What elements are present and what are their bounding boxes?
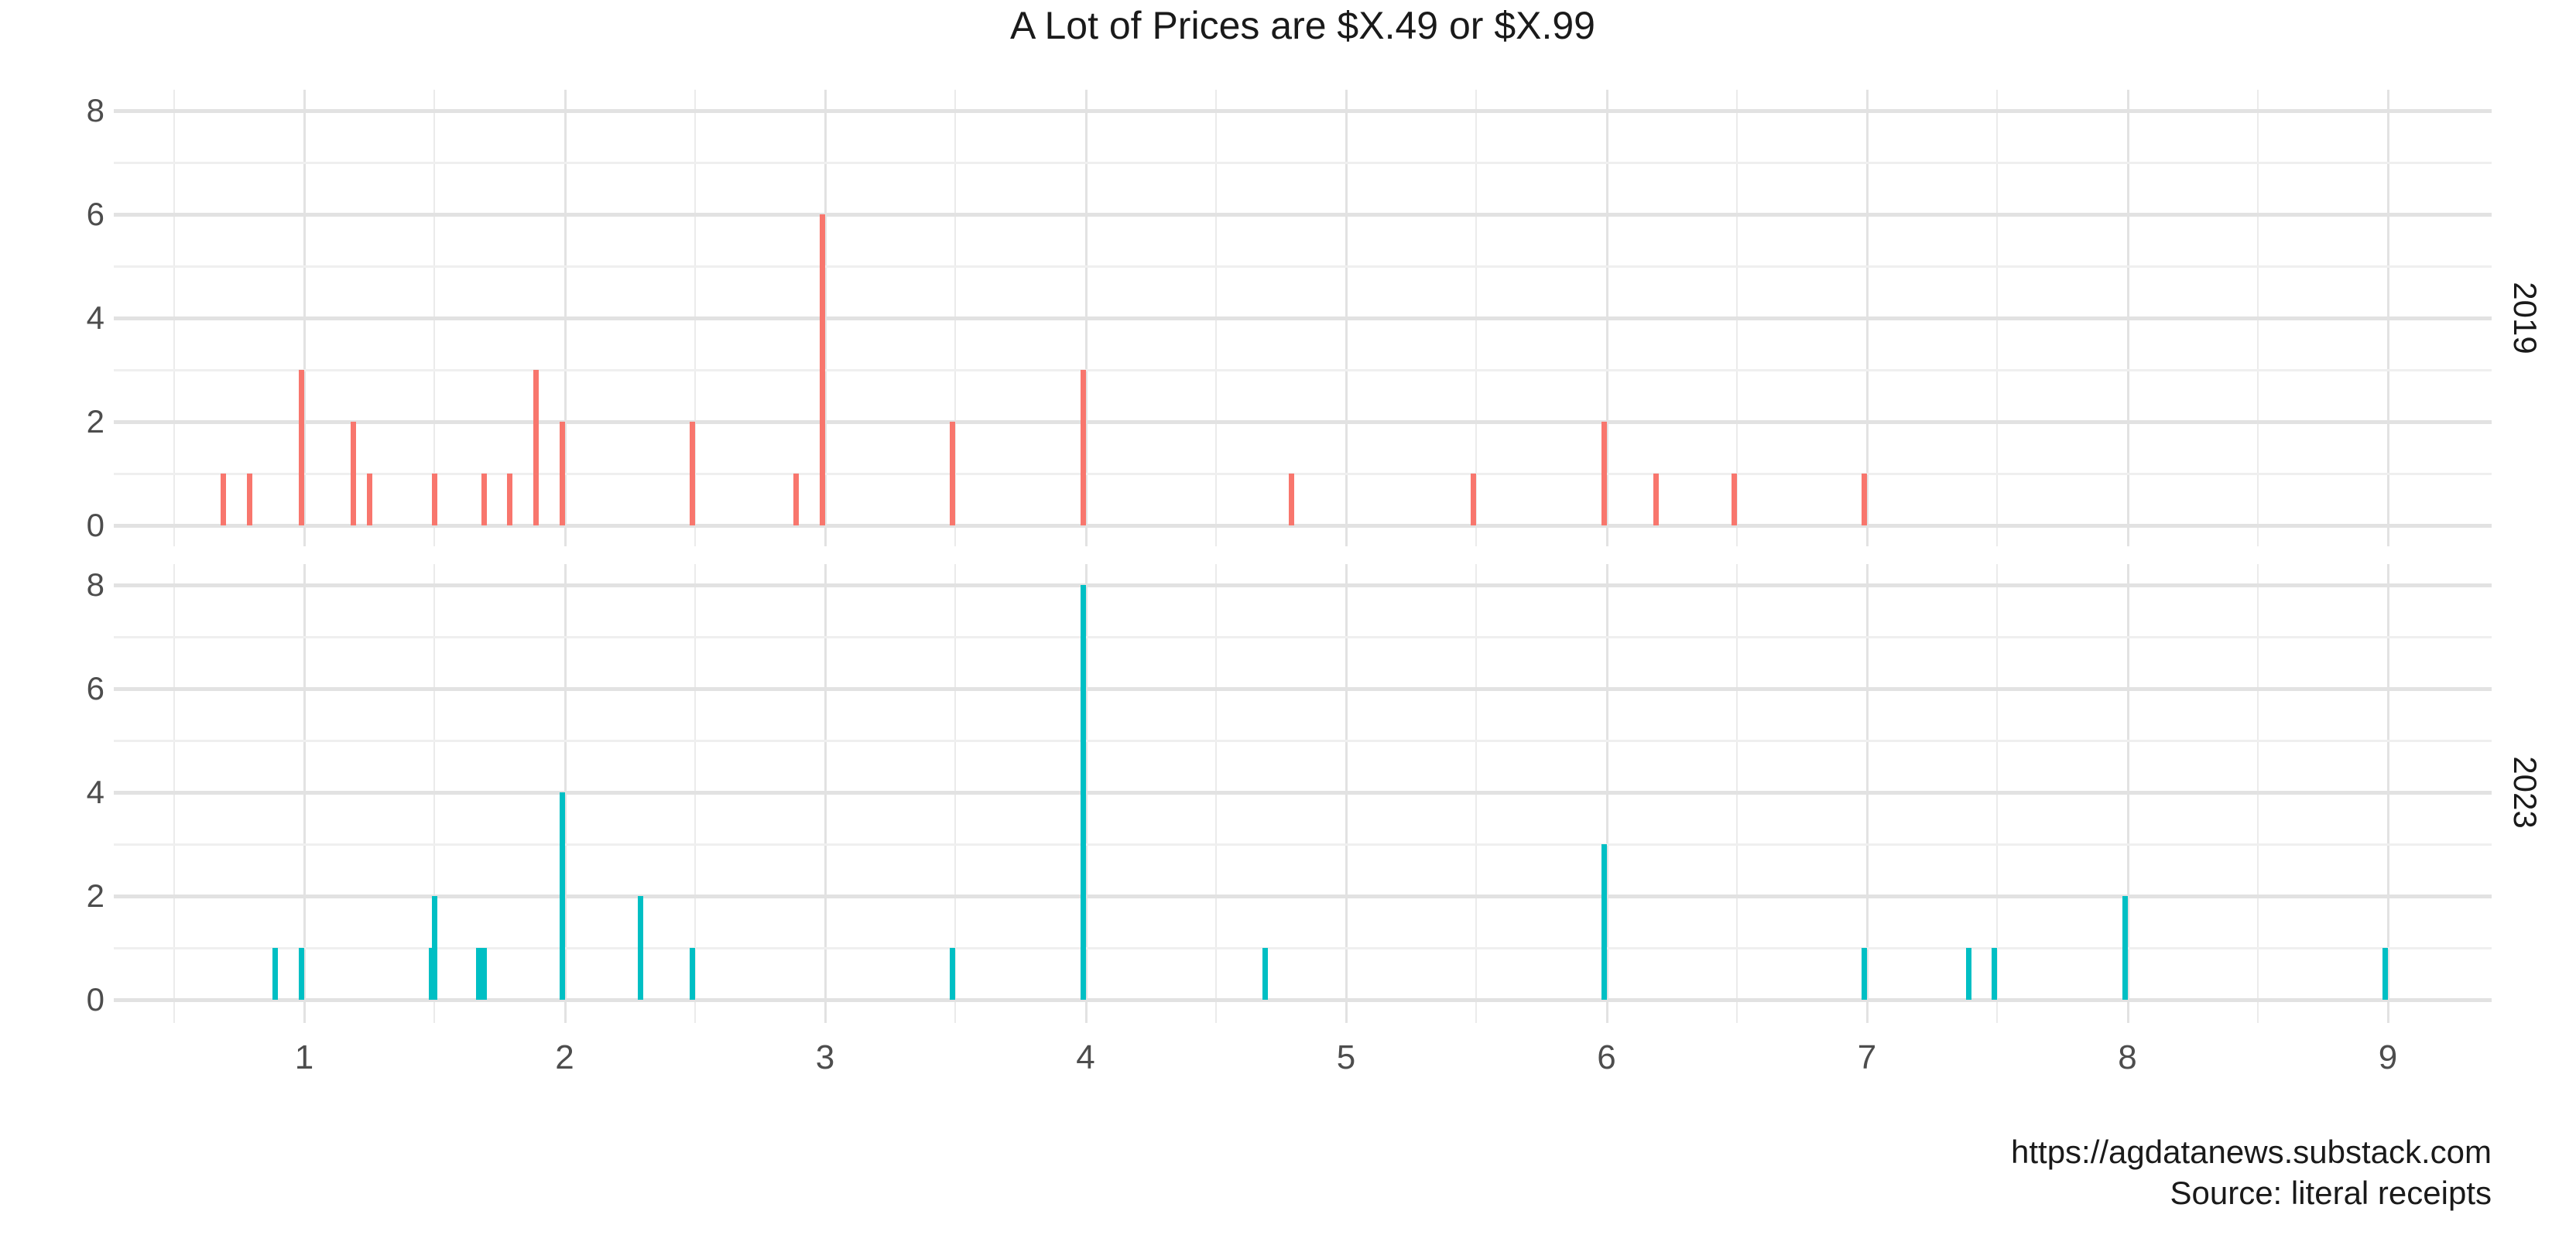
bar-2019-1.69 [481, 474, 487, 525]
bar-2019-5.99 [1601, 422, 1607, 525]
bar-2023-0.89 [272, 948, 279, 1000]
x-tick-label-9: 9 [2378, 1038, 2398, 1076]
gridline-y-major [114, 109, 2492, 113]
bar-2019-2.99 [820, 214, 826, 525]
x-tick-label-6: 6 [1597, 1038, 1616, 1076]
bar-2019-1.25 [366, 474, 372, 525]
bar-2023-8.99 [2382, 948, 2389, 1000]
y-tick-label-2019-4: 4 [86, 299, 104, 336]
facet-panel-2019 [114, 90, 2492, 546]
gridline-y-major [114, 998, 2492, 1002]
gridline-y-major [114, 420, 2492, 424]
facet-strip-label-2023: 2023 [2507, 756, 2543, 829]
bar-2023-6.99 [1862, 948, 1868, 1000]
x-tick-label-3: 3 [815, 1038, 835, 1076]
facet-strip-label-2019: 2019 [2507, 282, 2543, 354]
gridline-y-major [114, 791, 2492, 795]
gridline-y-major [114, 316, 2492, 320]
bar-2019-6.19 [1653, 474, 1659, 525]
bar-2023-0.99 [299, 948, 305, 1000]
bar-2023-7.39 [1965, 948, 1971, 1000]
x-tick-label-4: 4 [1076, 1038, 1095, 1076]
y-tick-label-2023-0: 0 [86, 981, 104, 1018]
gridline-y-minor [114, 265, 2492, 268]
gridline-y-major [114, 895, 2492, 898]
bar-2019-0.79 [246, 474, 252, 525]
bar-2019-3.49 [950, 422, 956, 525]
gridline-y-major [114, 583, 2492, 587]
source-caption: https://agdatanews.substack.com Source: … [2011, 1131, 2492, 1213]
gridline-y-minor [114, 843, 2492, 846]
x-tick-label-8: 8 [2118, 1038, 2137, 1076]
y-tick-label-2023-2: 2 [86, 877, 104, 914]
x-tick-label-5: 5 [1336, 1038, 1356, 1076]
gridline-y-major [114, 687, 2492, 691]
bar-2019-4.79 [1288, 474, 1294, 525]
gridline-y-minor [114, 162, 2492, 164]
bar-2023-7.49 [1992, 948, 1998, 1000]
bar-2023-1.99 [559, 792, 565, 1000]
bar-2019-5.49 [1471, 474, 1477, 525]
bar-2023-3.99 [1080, 585, 1086, 1000]
y-tick-label-2019-2: 2 [86, 403, 104, 440]
y-tick-label-2019-6: 6 [86, 196, 104, 232]
bar-2023-5.99 [1601, 844, 1607, 1000]
bar-2019-1.19 [351, 422, 357, 525]
y-tick-label-2019-8: 8 [86, 92, 104, 128]
bar-2023-1.50 [431, 896, 437, 1000]
bar-2019-1.79 [507, 474, 513, 525]
bar-2019-6.49 [1731, 474, 1737, 525]
y-tick-label-2023-4: 4 [86, 774, 104, 810]
bar-2019-1.99 [559, 422, 565, 525]
x-tick-label-2: 2 [555, 1038, 574, 1076]
y-tick-label-2019-0: 0 [86, 507, 104, 543]
bar-2019-2.49 [689, 422, 695, 525]
bar-2023-3.49 [950, 948, 956, 1000]
bar-2023-2.49 [689, 948, 695, 1000]
chart-title: A Lot of Prices are $X.49 or $X.99 [1009, 4, 1595, 47]
gridline-y-minor [114, 740, 2492, 742]
y-tick-label-2023-6: 6 [86, 670, 104, 706]
bar-2019-1.89 [533, 370, 539, 525]
x-tick-label-1: 1 [294, 1038, 314, 1076]
x-tick-label-7: 7 [1857, 1038, 1877, 1076]
y-tick-label-2023-8: 8 [86, 566, 104, 603]
bar-2023-1.69 [481, 948, 487, 1000]
gridline-y-minor [114, 947, 2492, 949]
bar-2023-2.29 [637, 896, 643, 1000]
bar-2019-0.99 [299, 370, 305, 525]
bar-2019-2.89 [793, 474, 800, 525]
bar-2019-6.99 [1862, 474, 1868, 525]
gridline-y-major [114, 213, 2492, 217]
gridline-y-minor [114, 369, 2492, 371]
gridline-y-minor [114, 473, 2492, 475]
caption-source: Source: literal receipts [2170, 1175, 2492, 1211]
bar-2019-1.50 [431, 474, 437, 525]
gridline-y-major [114, 524, 2492, 528]
bar-2019-0.69 [221, 474, 227, 525]
bar-2023-4.69 [1262, 948, 1269, 1000]
facet-panel-2023 [114, 564, 2492, 1023]
caption-url: https://agdatanews.substack.com [2011, 1134, 2492, 1170]
bar-2023-7.99 [2122, 896, 2128, 1000]
bar-2023-1.67 [475, 948, 481, 1000]
bar-2019-3.99 [1080, 370, 1086, 525]
gridline-y-minor [114, 636, 2492, 638]
